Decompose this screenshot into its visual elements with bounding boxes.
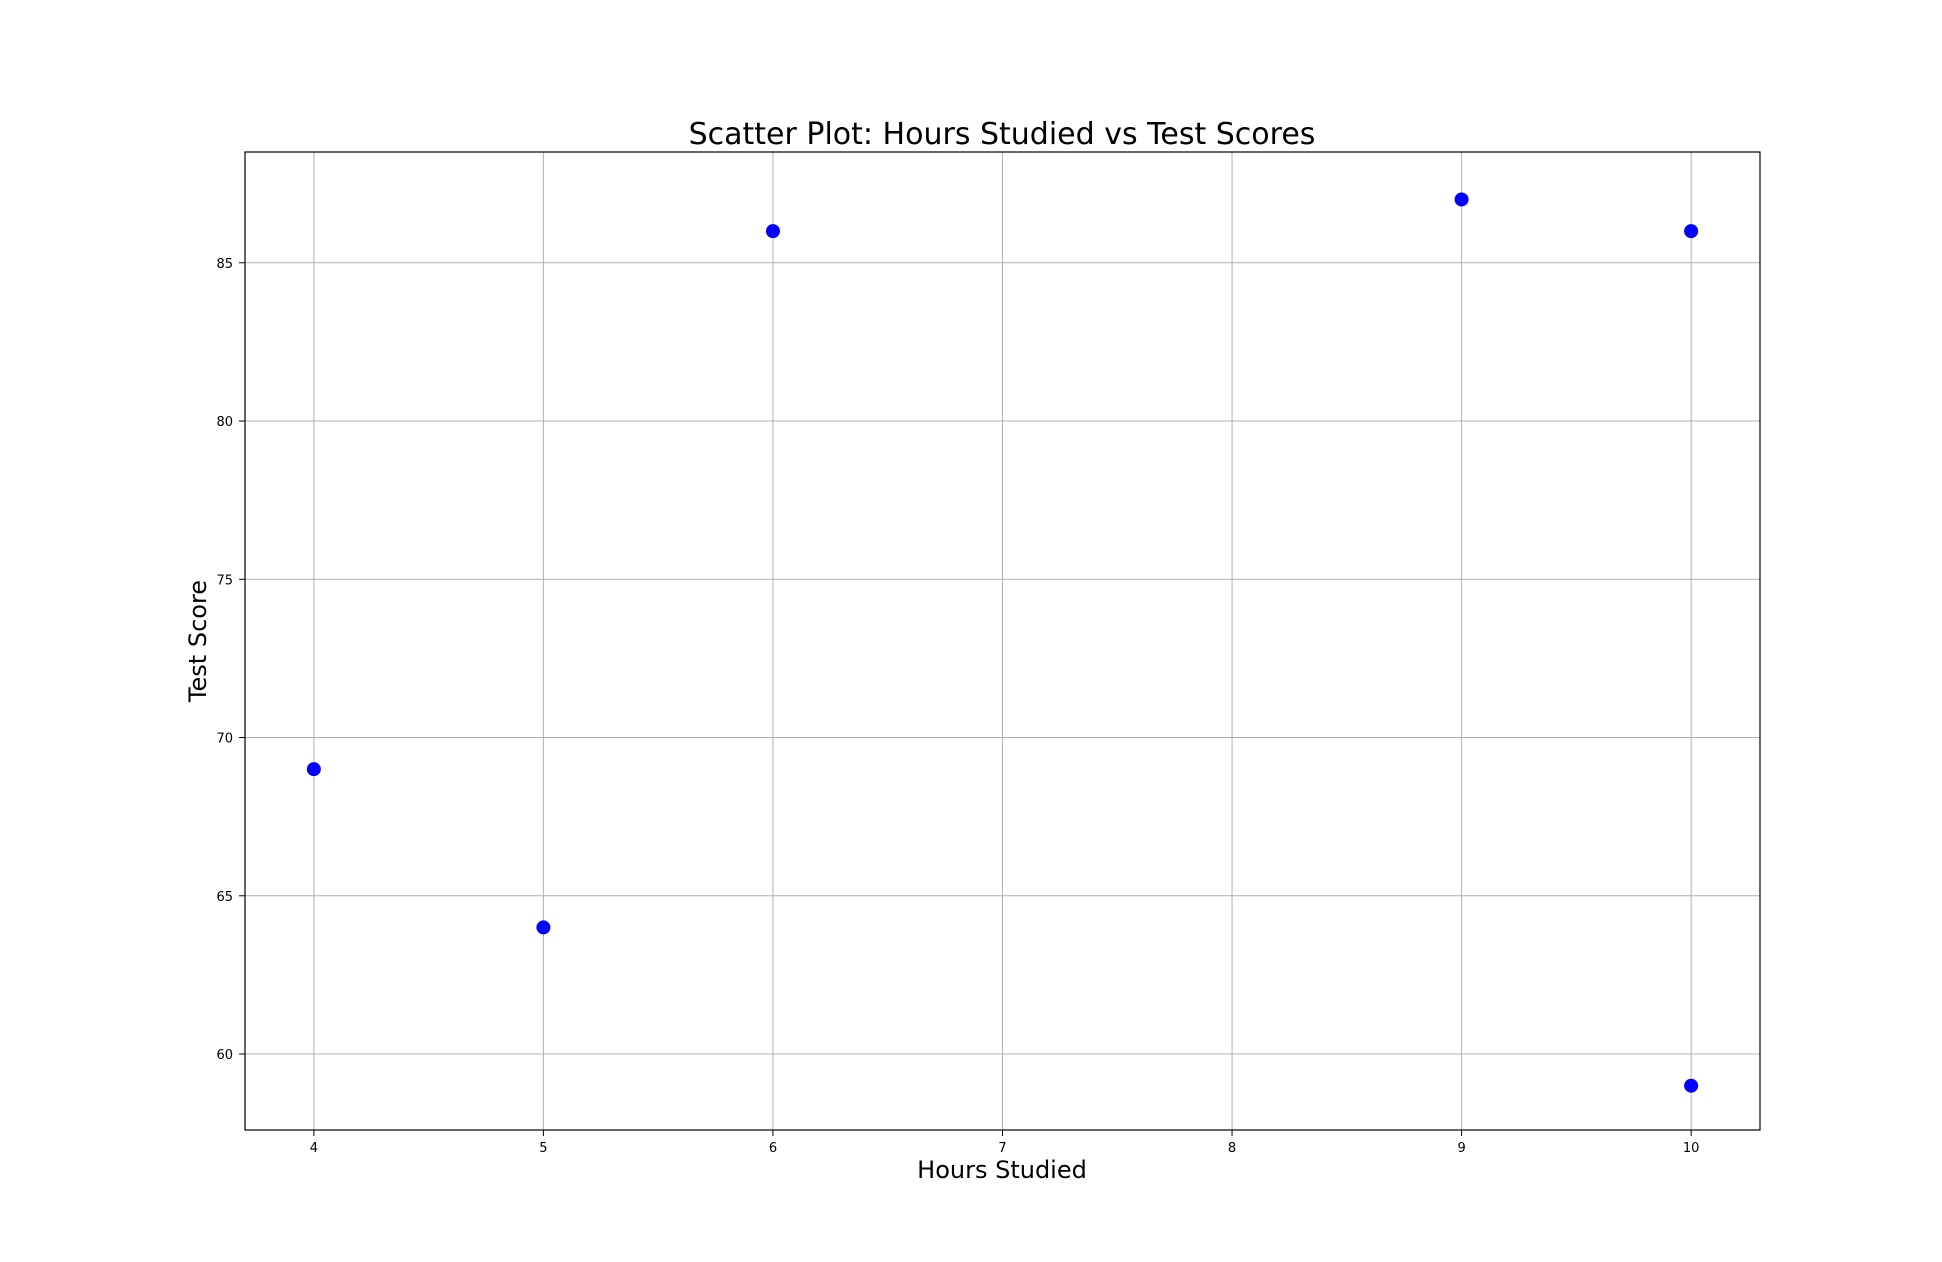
plot-frame [244, 151, 1761, 1131]
x-tick-label: 10 [1683, 1141, 1700, 1156]
y-tick-label: 65 [216, 890, 233, 905]
grid-lines [245, 152, 1760, 1130]
data-point-5 [1684, 1078, 1699, 1093]
x-tick-label: 5 [539, 1141, 547, 1156]
y-tick-label: 75 [216, 573, 233, 588]
x-tick-label: 9 [1457, 1141, 1465, 1156]
y-tick-label: 70 [216, 732, 233, 747]
x-axis-label: Hours Studied [917, 1156, 1087, 1184]
axis-ticks: 4 5 6 7 8 9 10 60 65 70 75 80 85 [216, 257, 1699, 1156]
x-tick-label: 6 [769, 1141, 777, 1156]
x-tick-label: 7 [998, 1141, 1006, 1156]
data-point-0 [306, 762, 321, 777]
x-tick-label: 4 [310, 1141, 318, 1156]
data-points [306, 192, 1699, 1093]
data-point-3 [1454, 192, 1469, 207]
data-point-1 [536, 920, 551, 935]
y-tick-label: 85 [216, 257, 233, 272]
y-axis-label: Test Score [184, 580, 212, 703]
y-tick-label: 80 [216, 415, 233, 430]
data-point-4 [1684, 224, 1699, 239]
x-tick-label: 8 [1228, 1141, 1236, 1156]
y-tick-label: 60 [216, 1048, 233, 1063]
chart-title: Scatter Plot: Hours Studied vs Test Scor… [689, 117, 1316, 152]
data-point-2 [765, 224, 780, 239]
